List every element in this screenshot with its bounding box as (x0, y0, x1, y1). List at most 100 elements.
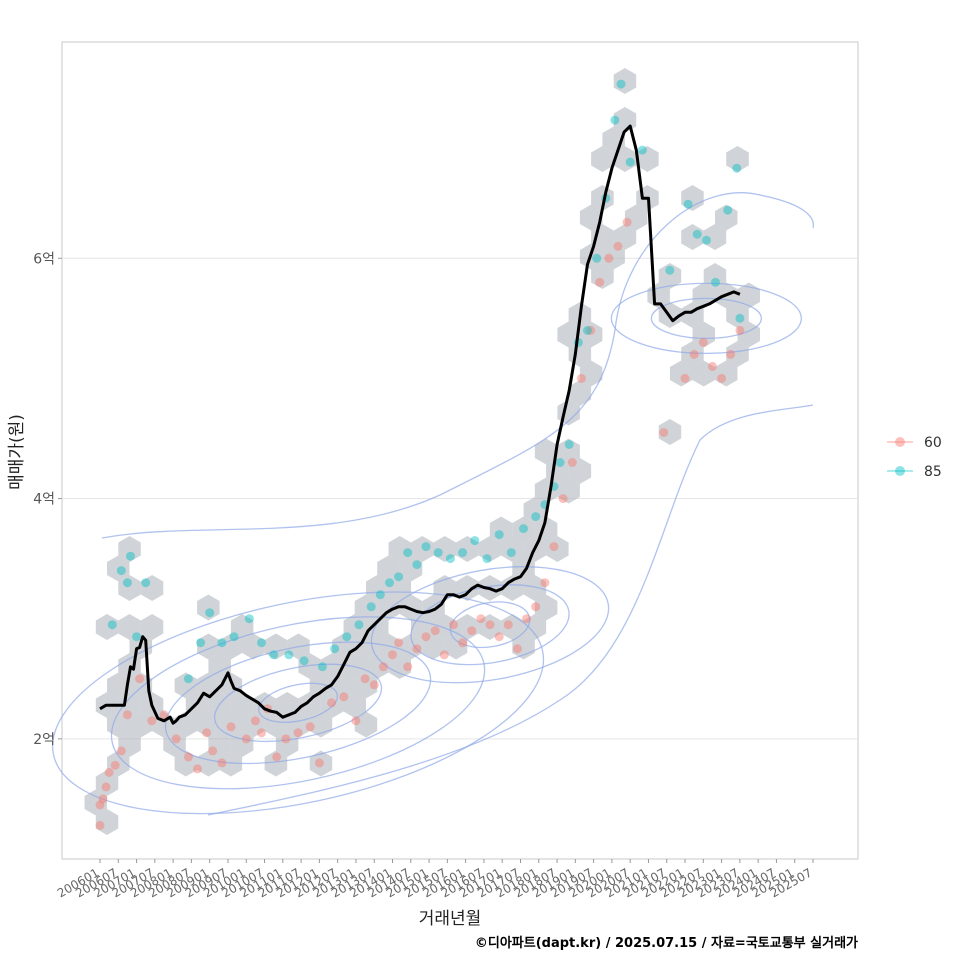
hexbin-cell (579, 321, 603, 348)
hexbin-cell (692, 321, 715, 348)
y-tick-label: 6억 (33, 251, 55, 267)
scatter-point-85 (555, 458, 565, 467)
scatter-point-60 (281, 734, 291, 744)
density-contour (164, 641, 432, 765)
hexbin-cell (95, 770, 119, 796)
hexbin-cell (399, 633, 423, 660)
scatter-point-85 (196, 638, 206, 648)
hexbin-cell (703, 224, 727, 250)
scatter-point-85 (616, 79, 626, 89)
scatter-point-60 (104, 768, 114, 777)
hexbin-cell (107, 555, 130, 582)
scatter-point-85 (375, 590, 385, 600)
hexbin-cell (118, 614, 141, 640)
scatter-point-85 (141, 578, 151, 588)
hexbin-cell (737, 282, 760, 309)
hexbin-cell (444, 633, 468, 660)
caption: ©디아파트(dapt.kr) / 2025.07.15 / 자료=국토교통부 실… (475, 935, 858, 951)
scatter-point-85 (317, 662, 327, 672)
hexbin-cell (433, 536, 456, 562)
hexbin-cell (118, 536, 141, 562)
trend-line-layer (99, 124, 741, 725)
hexbin-cell (523, 575, 547, 601)
density-contour (51, 591, 545, 815)
scatter-point-85 (366, 602, 376, 612)
scatter-point-60 (202, 728, 212, 738)
scatter-point-60 (449, 620, 458, 630)
scatter-point-60 (305, 722, 315, 732)
scatter-point-85 (494, 530, 504, 540)
y-axis-ticks: 2억 4억 6억 (33, 251, 62, 748)
scatter-point-85 (592, 253, 602, 263)
scatter-point-60 (540, 578, 550, 588)
hexbin-cell (658, 419, 682, 445)
hexbin-cell (208, 653, 231, 679)
scatter-point-60 (257, 728, 266, 738)
hexbin-cell (230, 614, 254, 640)
hexbin-cell (129, 711, 153, 738)
scatter-point-60 (680, 373, 690, 383)
scatter-point-85 (692, 229, 702, 239)
scatter-point-85 (470, 536, 480, 546)
scatter-point-60 (439, 650, 449, 660)
density-contour (650, 297, 763, 339)
hexbin-cell (388, 575, 411, 601)
scatter-point-60 (360, 674, 370, 684)
scatter-point-60 (613, 241, 623, 251)
hexbin-cell (242, 633, 265, 660)
hexbin-cell (523, 497, 547, 523)
scatter-point-60 (476, 614, 486, 624)
hexbin-cell (107, 672, 130, 699)
scatter-point-85 (723, 205, 733, 215)
hexbin-cell (366, 614, 389, 640)
scatter-point-85 (330, 644, 340, 654)
scatter-point-85 (735, 313, 745, 323)
scatter-point-85 (625, 157, 635, 167)
hexbin-cell (377, 594, 400, 621)
scatter-point-60 (116, 746, 126, 756)
scatter-point-60 (183, 752, 193, 762)
hexbin-cell (579, 204, 603, 231)
hexbin-cell (478, 536, 502, 562)
scatter-point-60 (241, 734, 251, 744)
legend-label-60: 60 (924, 435, 942, 451)
hexbin-cell (377, 555, 400, 582)
scatter-point-60 (135, 674, 145, 684)
scatter-point-85 (403, 548, 413, 558)
hexbin-cell (399, 594, 423, 621)
scatter-point-85 (610, 115, 620, 125)
hexbin-cell (726, 341, 749, 367)
hexbin-cell (320, 692, 344, 718)
hexbin-cell (613, 146, 637, 172)
hexbin-cell (692, 360, 715, 387)
hexbin-cell (264, 750, 288, 777)
hexbin-cell (501, 536, 524, 562)
hexbin-cell (95, 809, 119, 835)
hexbin-cell (354, 594, 378, 621)
scatter-point-60 (369, 680, 379, 690)
hexbin-cell (107, 750, 130, 777)
scatter-point-60 (531, 602, 541, 612)
hexbin-cell (174, 672, 198, 699)
scatter-point-85 (269, 650, 279, 660)
density-contour (213, 663, 383, 742)
scatter-point-60 (217, 758, 227, 768)
scatter-point-60 (558, 494, 568, 504)
scatter-point-60 (314, 758, 324, 768)
scatter-point-60 (193, 764, 202, 774)
hexbin-cell (118, 575, 141, 601)
hexbin-cell (591, 263, 614, 289)
scatter-point-60 (659, 428, 669, 437)
hexbin-cell (388, 536, 411, 562)
scatter-point-85 (183, 674, 193, 684)
hexbin-cell (512, 516, 535, 543)
trend-line (99, 124, 741, 725)
scatter-point-60 (403, 662, 413, 672)
hexbin-cell (343, 692, 366, 718)
density-contour (207, 404, 814, 816)
hexbin-cell (681, 224, 704, 250)
hexbin-cell (534, 438, 558, 465)
hexbin-cell (422, 594, 445, 621)
hexbin-cell (197, 633, 220, 660)
hexbin-cell (275, 692, 299, 718)
